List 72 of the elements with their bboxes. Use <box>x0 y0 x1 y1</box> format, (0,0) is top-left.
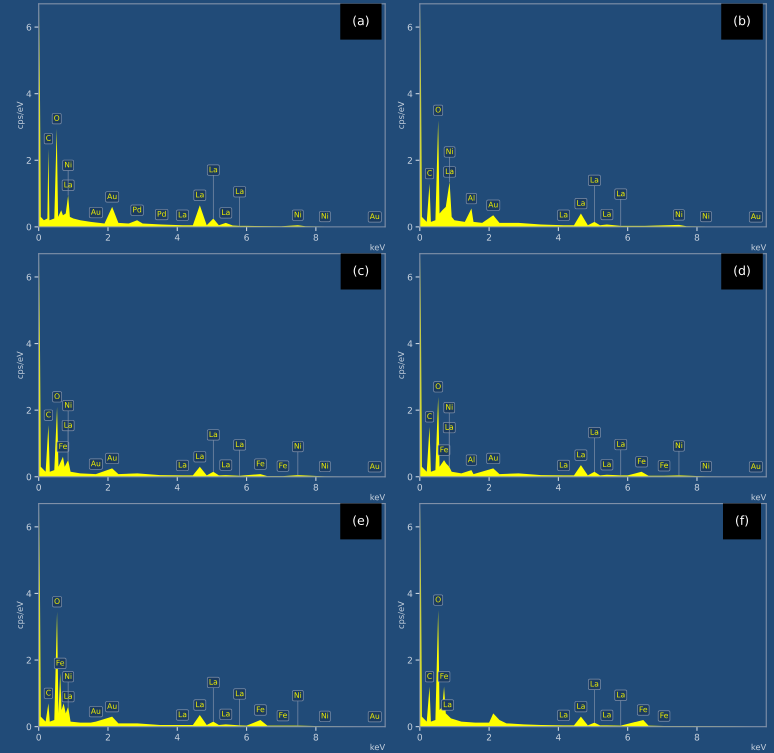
x-axis-title: keV <box>752 744 766 750</box>
x-tick-label: 0 <box>36 484 41 491</box>
y-tick-label: 0 <box>408 224 412 230</box>
y-tick-label: 4 <box>408 340 412 347</box>
y-tick-label: 6 <box>26 524 32 530</box>
x-tick-label: 0 <box>418 484 422 491</box>
x-tick-label: 6 <box>625 734 630 741</box>
x-tick-label: 6 <box>625 484 630 491</box>
x-tick-label: 4 <box>174 234 180 241</box>
y-tick-label: 4 <box>408 90 412 98</box>
x-tick-label: 0 <box>418 734 422 741</box>
y-axis-title: cps/eV <box>16 351 25 379</box>
y-tick-label: 4 <box>26 340 32 347</box>
y-tick-label: 6 <box>408 524 412 530</box>
annotation: (f) <box>736 515 748 526</box>
x-tick-label: 8 <box>314 484 318 491</box>
x-axis-title: keV <box>370 494 386 500</box>
x-tick-label: 0 <box>418 234 422 241</box>
x-tick-label: 2 <box>106 734 110 740</box>
x-tick-label: 6 <box>244 734 249 741</box>
x-tick-label: 2 <box>486 484 492 491</box>
x-tick-label: 0 <box>36 734 41 741</box>
y-tick-label: 2 <box>26 406 31 414</box>
x-tick-label: 4 <box>174 484 180 491</box>
y-tick-label: 4 <box>26 90 32 98</box>
y-tick-label: 2 <box>408 406 412 414</box>
y-tick-label: 4 <box>408 590 412 597</box>
x-axis-title: keV <box>752 494 766 500</box>
y-tick-label: 4 <box>26 590 32 597</box>
x-axis-title: keV <box>370 244 386 250</box>
y-axis-title: cps/eV <box>16 101 25 129</box>
y-axis-title: cps/eV <box>398 601 406 629</box>
x-tick-label: 4 <box>556 234 561 241</box>
y-tick-label: 6 <box>26 24 32 31</box>
y-tick-label: 6 <box>408 274 412 281</box>
y-axis-title: cps/eV <box>398 101 406 129</box>
y-tick-label: 2 <box>26 656 31 664</box>
y-tick-label: 2 <box>26 157 31 164</box>
x-tick-label: 4 <box>556 484 561 491</box>
annotation: (e) <box>353 515 369 526</box>
annotation: (c) <box>354 265 368 277</box>
y-tick-label: 6 <box>408 24 412 31</box>
x-tick-label: 8 <box>694 484 700 491</box>
x-axis-title: keV <box>752 244 766 250</box>
y-axis-title: cps/eV <box>16 601 25 629</box>
x-tick-label: 2 <box>486 734 492 740</box>
y-axis-title: cps/eV <box>398 351 406 379</box>
x-tick-label: 4 <box>556 734 561 740</box>
x-tick-label: 6 <box>244 234 249 241</box>
x-tick-label: 6 <box>244 484 249 491</box>
x-tick-label: 8 <box>314 234 318 241</box>
annotation: (d) <box>734 265 750 277</box>
annotation: (a) <box>353 16 369 27</box>
y-tick-label: 2 <box>408 157 412 164</box>
x-tick-label: 8 <box>694 734 700 741</box>
x-tick-label: 0 <box>36 234 41 241</box>
y-tick-label: 2 <box>408 656 412 664</box>
x-tick-label: 4 <box>174 734 180 740</box>
x-tick-label: 2 <box>106 484 110 491</box>
x-tick-label: 8 <box>314 734 318 741</box>
annotation: (b) <box>734 16 750 27</box>
x-axis-title: keV <box>370 744 386 750</box>
y-tick-label: 0 <box>408 473 412 480</box>
y-tick-label: 0 <box>26 473 32 480</box>
y-tick-label: 0 <box>26 224 32 230</box>
y-tick-label: 0 <box>408 723 412 730</box>
x-tick-label: 2 <box>106 234 110 241</box>
x-tick-label: 8 <box>694 234 700 241</box>
x-tick-label: 6 <box>625 234 630 241</box>
y-tick-label: 6 <box>26 274 32 281</box>
x-tick-label: 2 <box>486 234 492 241</box>
y-tick-label: 0 <box>26 723 32 730</box>
